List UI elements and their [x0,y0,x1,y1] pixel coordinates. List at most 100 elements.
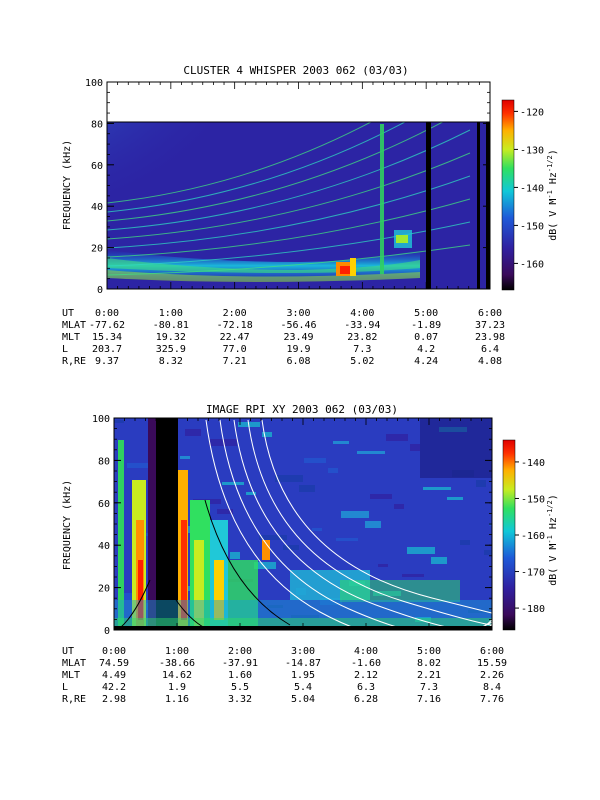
ephemeris-value: 5.5 [230,682,250,693]
ephemeris-row-label: R,RE [62,694,87,705]
ephemeris-value: -37.91 [221,658,259,669]
y-tick-label: 80 [91,119,103,130]
y-axis-label-image: FREQUENCY (kHz) [62,480,73,570]
ephemeris-value: 7.76 [479,694,505,705]
ephemeris-value: 2.98 [101,694,127,705]
ephemeris-value: 2.12 [353,670,379,681]
y-tick-label: 40 [98,541,110,552]
ephemeris-value: 74.59 [98,658,130,669]
colorbar-image: -140 -150 -160 -170 -180 dB( V M-1 Hz-1/2) [502,439,559,631]
ephemeris-value: 23.82 [347,332,378,343]
colorbar-tick-label: -140 [520,183,544,194]
colorbar-tick-label: -120 [520,107,544,118]
ephemeris-value: -1.89 [411,320,442,331]
ephemeris-row-label: L [62,682,69,693]
ephemeris-table-cluster: UT 0:00 1:00 2:00 3:00 4:00 5:00 6:00 MLAT -77.62… [62,309,532,369]
ephemeris-row-label: MLAT [62,320,87,331]
ephemeris-value: 3:00 [286,308,311,319]
ephemeris-value: 4.49 [101,670,127,681]
colorbar-label-image: dB( V M-1 Hz-1/2) [546,494,559,586]
ephemeris-value: 8.02 [416,658,442,669]
ephemeris-value: 3:00 [290,646,316,657]
ephemeris-value: -1.60 [350,658,382,669]
y-tick-label: 0 [97,285,103,296]
axes-cluster: 0 20 40 60 80 100 [85,78,491,296]
y-tick-label: 20 [98,584,110,595]
ephemeris-value: 23.49 [283,332,314,343]
ephemeris-value: -14.87 [284,658,322,669]
chart-title-image: IMAGE RPI XY 2003 062 (03/03) [206,403,398,416]
colorbar-tick-label: -180 [521,604,545,615]
ephemeris-value: 203.7 [91,344,123,355]
ephemeris-value: 0.07 [414,332,439,343]
y-tick-label: 60 [98,499,110,510]
panel-image: IMAGE RPI XY 2003 062 (03/03) [62,403,559,637]
colorbar-tick-label: -140 [521,458,545,469]
ephemeris-row-label: R,RE [62,356,87,367]
y-tick-label: 0 [104,626,110,637]
axes-image: 0 20 40 60 80 100 [92,414,493,637]
ephemeris-value: 6:00 [479,646,505,657]
ephemeris-value: 6:00 [477,308,503,319]
ephemeris-value: 8.4 [482,682,502,693]
ephemeris-value: 19.9 [286,344,311,355]
y-tick-label: 40 [91,202,103,213]
ephemeris-value: 1.16 [164,694,190,705]
colorbar-tick-label: -150 [521,494,545,505]
ephemeris-value: 4.08 [477,356,503,367]
ephemeris-value: 1:00 [164,646,190,657]
spectrogram-image [114,418,492,630]
y-axis-label-cluster: FREQUENCY (kHz) [62,140,73,230]
ephemeris-row-label: UT [62,646,75,657]
ephemeris-value: 7.3 [353,344,372,355]
ephemeris-value: 9.37 [94,356,120,367]
ephemeris-value: 5.4 [293,682,313,693]
ephemeris-value: 5.04 [290,694,316,705]
ephemeris-value: 4.2 [417,344,436,355]
ephemeris-value: -33.94 [344,320,381,331]
ephemeris-value: 2:00 [227,646,253,657]
ephemeris-value: 6.08 [286,356,311,367]
ephemeris-value: 5.02 [350,356,375,367]
ephemeris-row-label: MLAT [62,658,87,669]
colorbar-tick-label: -160 [520,259,544,270]
ephemeris-row-label: L [62,344,69,355]
ephemeris-row-label: UT [62,308,75,319]
chart-title-cluster: CLUSTER 4 WHISPER 2003 062 (03/03) [183,64,408,77]
ephemeris-row-label: MLT [62,332,81,343]
y-tick-label: 80 [98,456,110,467]
ephemeris-value: -80.81 [152,320,189,331]
colorbar-tick-label: -130 [520,145,544,156]
ephemeris-row-label: MLT [62,670,81,681]
ephemeris-value: 7.21 [222,356,247,367]
ephemeris-table-image: UT 0:00 1:00 2:00 3:00 4:00 5:00 6:00 MLAT 74.59 -… [62,647,532,707]
ephemeris-value: 2.26 [479,670,505,681]
ephemeris-value: 2:00 [222,308,247,319]
ephemeris-value: 5:00 [416,646,442,657]
ephemeris-value: 5:00 [414,308,439,319]
colorbar-label-cluster: dB( V M-1 Hz-1/2) [546,149,559,241]
ephemeris-value: 1.95 [290,670,316,681]
y-tick-label: 100 [92,414,110,425]
colorbar-tick-label: -150 [520,221,544,232]
ephemeris-value: 37.23 [474,320,506,331]
ephemeris-value: 23.98 [474,332,506,343]
ephemeris-value: 6.3 [356,682,376,693]
spectrogram-cluster [107,122,490,289]
ephemeris-value: -38.66 [158,658,196,669]
ephemeris-value: 19.32 [155,332,186,343]
ephemeris-value: -56.46 [280,320,317,331]
ephemeris-value: 15.34 [91,332,123,343]
ephemeris-value: 7.16 [416,694,442,705]
y-tick-label: 60 [91,161,103,172]
ephemeris-value: 42.2 [101,682,127,693]
ephemeris-value: 22.47 [219,332,250,343]
y-tick-label: 100 [85,78,103,89]
ephemeris-value: 8.32 [158,356,183,367]
ephemeris-value: 15.59 [476,658,508,669]
ephemeris-value: -77.62 [88,320,126,331]
ephemeris-value: 0:00 [94,308,120,319]
ephemeris-value: 1.60 [227,670,253,681]
ephemeris-value: 14.62 [161,670,193,681]
